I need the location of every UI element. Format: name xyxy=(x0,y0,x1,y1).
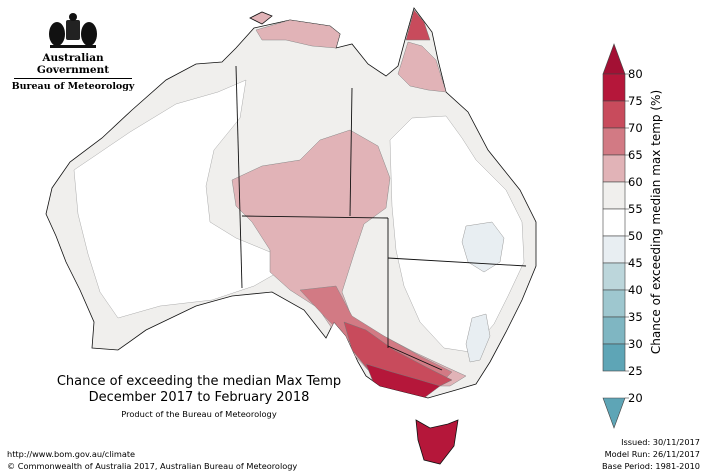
source-url[interactable]: http://www.bom.gov.au/climate xyxy=(7,449,136,459)
legend-tick-label: 80 xyxy=(628,67,643,81)
legend-tick-label: 60 xyxy=(628,175,643,189)
legend-tick-label: 70 xyxy=(628,121,643,135)
cape-york-very-warm-zone xyxy=(405,9,431,41)
footer-left: http://www.bom.gov.au/climate © Commonwe… xyxy=(7,448,297,472)
east-neutral-zone xyxy=(389,115,525,353)
tasmania xyxy=(415,419,459,465)
map-title: Chance of exceeding the median Max Temp … xyxy=(30,374,368,419)
legend-swatch xyxy=(602,289,626,318)
bureau-label: Bureau of Meteorology xyxy=(11,81,135,92)
legend-tick-label: 25 xyxy=(628,364,643,378)
nsw-below-median-zone xyxy=(461,221,505,273)
legend-swatch xyxy=(602,235,626,264)
legend-tick-label: 35 xyxy=(628,310,643,324)
wa-neutral-zone xyxy=(73,79,283,319)
title-line-2: December 2017 to February 2018 xyxy=(88,390,310,405)
legend-tick-label: 40 xyxy=(628,283,643,297)
issued-date: Issued: 30/11/2017 xyxy=(621,437,700,447)
legend-tick-label: 50 xyxy=(628,229,643,243)
legend-swatch xyxy=(602,208,626,237)
title-line-1: Chance of exceeding the median Max Temp xyxy=(56,374,342,389)
model-run-date: Model Run: 26/11/2017 xyxy=(604,449,700,459)
legend-swatch xyxy=(602,343,626,372)
legend-swatch xyxy=(602,127,626,156)
melville-island xyxy=(249,11,273,25)
legend-tick-label: 65 xyxy=(628,148,643,162)
legend-swatch xyxy=(602,181,626,210)
legend-colorbar: 80 75 70 65 60 55 50 45 40 35 30 25 20 xyxy=(602,43,643,429)
government-label: Australian Government xyxy=(36,52,110,76)
legend-swatch xyxy=(602,100,626,129)
legend-tick-label: 30 xyxy=(628,337,643,351)
legend-swatch xyxy=(602,262,626,291)
cape-york-warm-zone xyxy=(397,41,447,93)
legend-tick-label: 45 xyxy=(628,256,643,270)
legend-tick-label: 75 xyxy=(628,94,643,108)
legend-bottom-arrow xyxy=(602,397,626,429)
legend-swatch xyxy=(602,154,626,183)
legend-swatch xyxy=(602,73,626,102)
legend-top-arrow xyxy=(602,43,626,75)
copyright-text: © Commonwealth of Australia 2017, Austra… xyxy=(7,461,298,471)
legend-swatch xyxy=(602,316,626,345)
base-period: Base Period: 1981-2010 xyxy=(601,461,700,471)
footer-right: Issued: 30/11/2017 Model Run: 26/11/2017… xyxy=(602,436,700,472)
logo-divider xyxy=(14,78,132,79)
bom-logo: Australian Government Bureau of Meteorol… xyxy=(8,12,138,92)
state-borders xyxy=(235,65,527,371)
victoria-coast-blue-zone xyxy=(465,313,491,363)
legend-title-text: Chance of exceeding median max temp (%) xyxy=(649,89,663,355)
title-line-3: Product of the Bureau of Meteorology xyxy=(121,409,277,419)
legend-tick-label: 20 xyxy=(628,391,643,405)
legend-tick-label: 55 xyxy=(628,202,643,216)
central-warm-zone xyxy=(231,129,467,387)
coat-of-arms-icon xyxy=(49,13,97,48)
